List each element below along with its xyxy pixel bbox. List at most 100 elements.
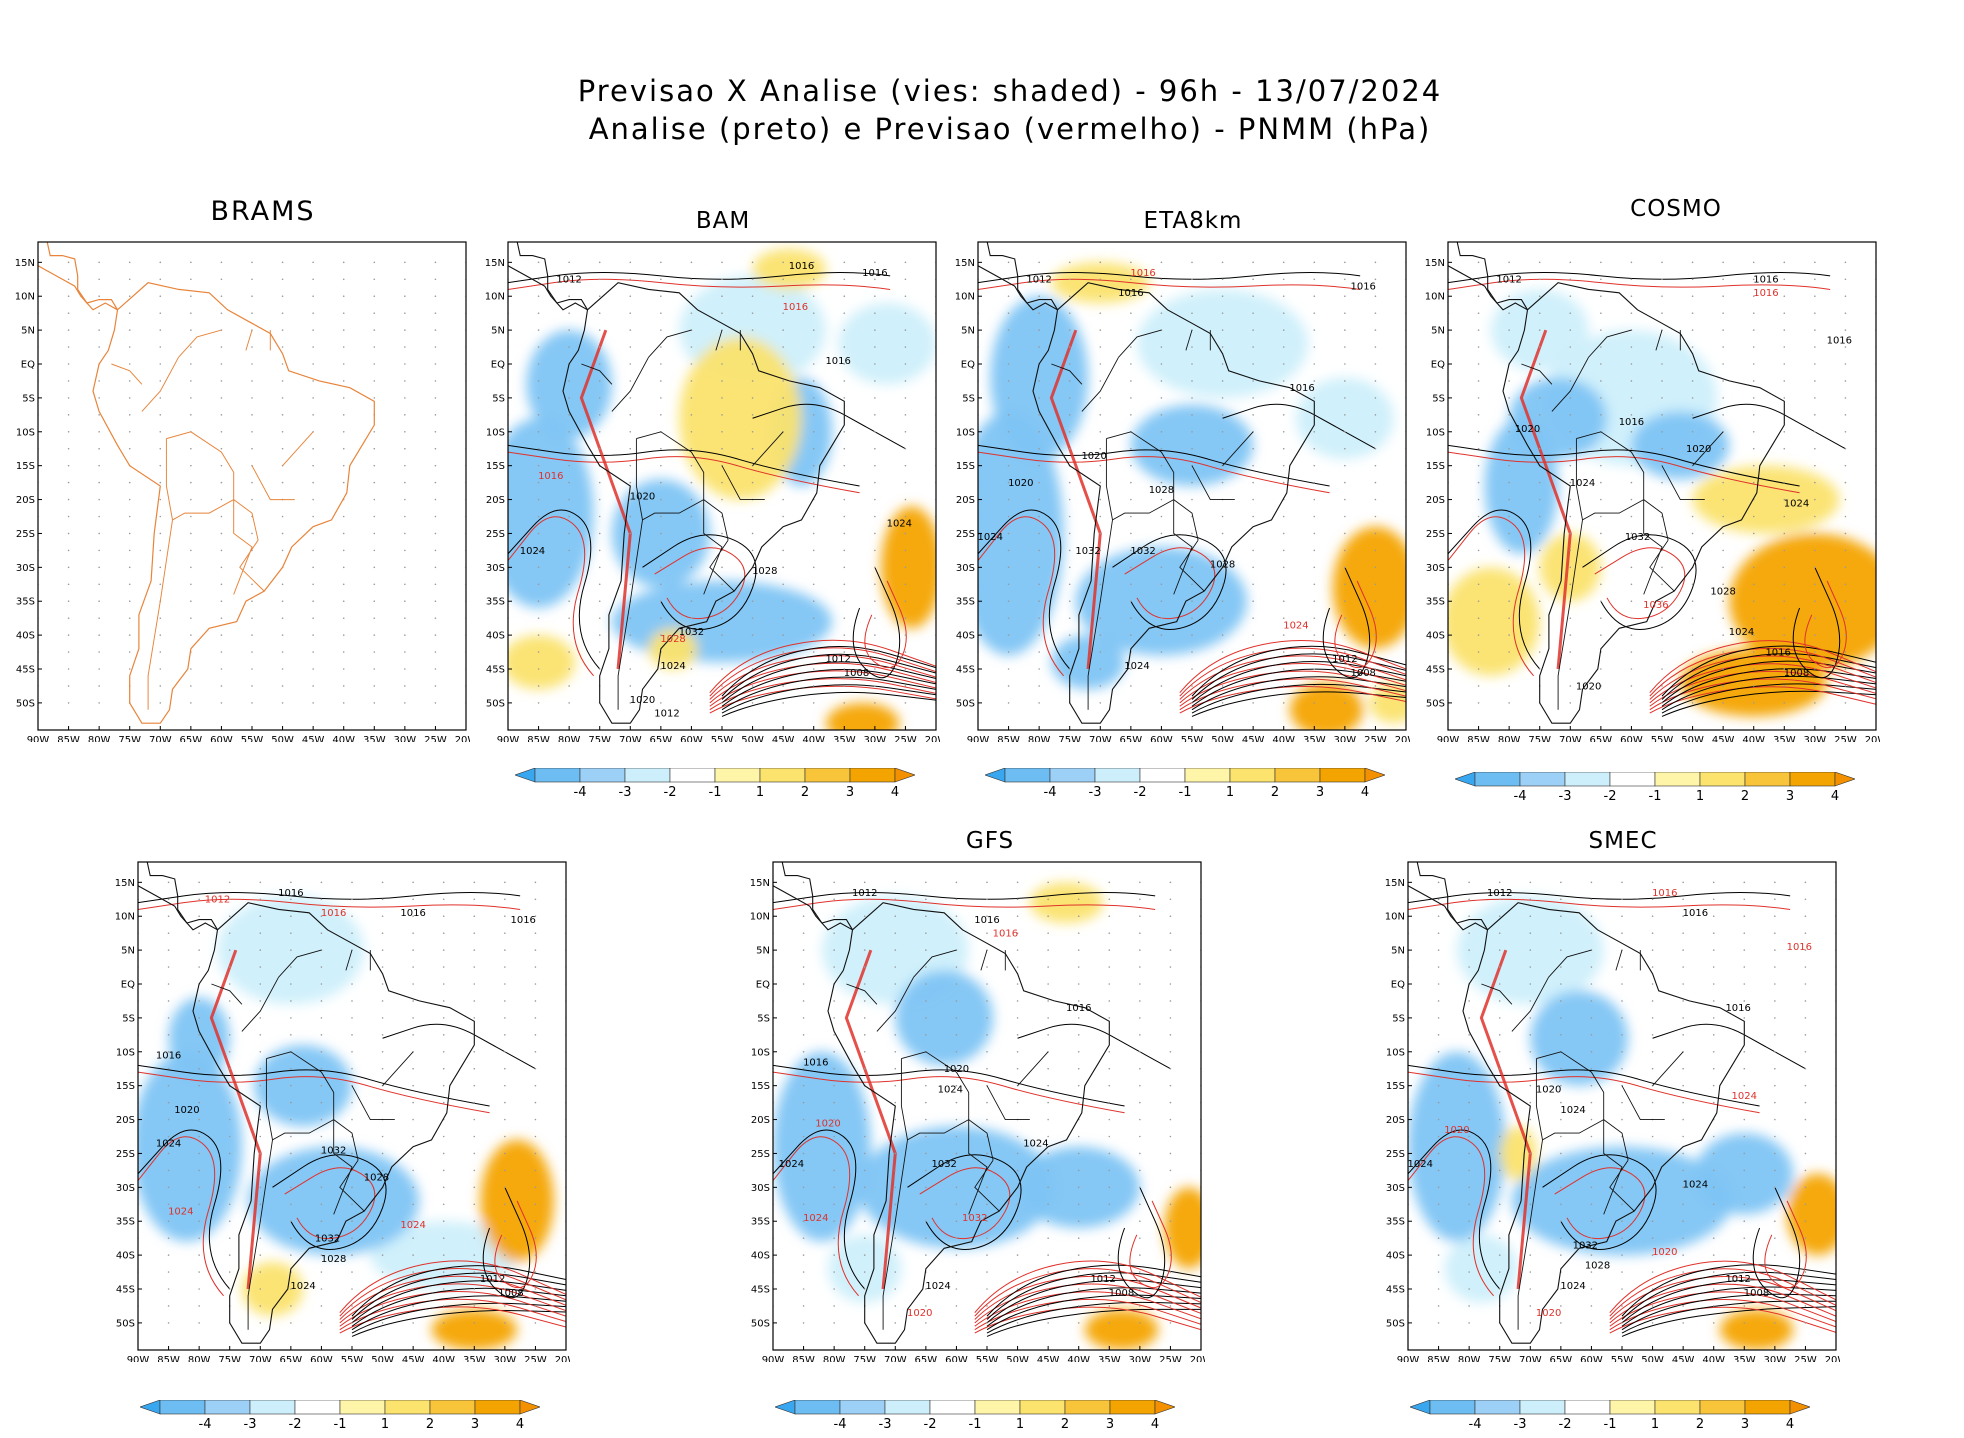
isobar-label: 1012 xyxy=(1026,275,1051,286)
lat-tick-label: 10N xyxy=(955,292,975,303)
isobar-label: 1028 xyxy=(1210,559,1235,570)
colorbar-tick-label: -3 xyxy=(1559,789,1572,804)
panel-title-bam: BAM xyxy=(695,208,751,234)
isobar-line xyxy=(1621,1300,1836,1334)
isobar-line xyxy=(974,1268,1201,1317)
isobar-label: 1032 xyxy=(1573,1240,1598,1251)
colorbar-tick-label: -4 xyxy=(1469,1417,1482,1432)
panel-title-brams: BRAMS xyxy=(210,196,316,227)
grid-dots xyxy=(508,261,936,704)
colorbar-tick-label: 3 xyxy=(1316,785,1324,800)
colorbar-segment xyxy=(1564,771,1611,787)
colorbar-segment xyxy=(1654,1399,1701,1415)
colorbar-segment xyxy=(294,1399,341,1415)
isobar-line xyxy=(508,451,860,494)
lon-tick-label: 75W xyxy=(218,1355,241,1362)
colorbar-segment xyxy=(384,1399,431,1415)
colorbar-segment xyxy=(1744,771,1791,787)
isobar-line xyxy=(1752,1187,1801,1299)
isobar-line xyxy=(1621,1286,1836,1327)
lat-tick-label: 20S xyxy=(1386,1115,1405,1126)
isobar-line xyxy=(1649,655,1876,700)
isobar-label: 1032 xyxy=(931,1159,956,1170)
colorbar-tick-label: 3 xyxy=(1106,1417,1114,1432)
isobar-line xyxy=(382,1023,536,1070)
isobar-label: 1016 xyxy=(789,261,814,272)
lon-tick-label: 50W xyxy=(1681,735,1704,742)
isobar-line xyxy=(1448,451,1800,494)
isobar-label: 1024 xyxy=(803,1213,828,1224)
lon-tick-label: 50W xyxy=(1641,1355,1664,1362)
isobar-label: 1028 xyxy=(752,566,777,577)
bias-shading xyxy=(248,1146,420,1256)
isobar-label: 1012 xyxy=(825,654,850,665)
lon-tick-label: 45W xyxy=(402,1355,425,1362)
colorbar-tick-label: -4 xyxy=(574,785,587,800)
isobar-line xyxy=(1448,509,1541,670)
bias-shading xyxy=(679,336,802,500)
colorbar-tick-label: 4 xyxy=(516,1417,524,1432)
map-svg-bam: 1012 1016 1016 1016 1016 1016 1020 1024 1024 1028… xyxy=(485,241,940,742)
isobar-line xyxy=(1191,691,1406,717)
lon-tick-label: 35W xyxy=(1303,735,1326,742)
lon-tick-label: 25W xyxy=(894,735,917,742)
lon-tick-label: 25W xyxy=(1794,1355,1817,1362)
lon-tick-label: 70W xyxy=(619,735,642,742)
lon-tick-label: 40W xyxy=(1067,1355,1090,1362)
lat-tick-label: 10S xyxy=(751,1047,770,1058)
isobar-line xyxy=(339,1298,566,1331)
bias-shading xyxy=(1631,411,1730,480)
colorbar-segment xyxy=(1519,1399,1566,1415)
colorbar-tick-label: -3 xyxy=(244,1417,257,1432)
isobar-label: 1032 xyxy=(679,627,704,638)
colorbar-segment xyxy=(1564,1399,1611,1415)
isobar-label: 1016 xyxy=(862,268,887,279)
colorbar-tick-label: 2 xyxy=(801,785,809,800)
bias-shading xyxy=(138,1051,242,1242)
lon-tick-label: 80W xyxy=(1028,735,1051,742)
isobar-line xyxy=(721,676,936,711)
bias-shading xyxy=(1719,1309,1794,1350)
lat-tick-label: EQ xyxy=(121,980,135,991)
isobar-line xyxy=(974,1306,1201,1334)
isobar-label: 1016 xyxy=(1118,288,1143,299)
lon-tick-label: 20W xyxy=(1865,735,1880,742)
lon-tick-label: 45W xyxy=(772,735,795,742)
isobar-label: 1028 xyxy=(321,1254,346,1265)
lat-tick-label: 45S xyxy=(1386,1285,1405,1296)
colorbar-segment xyxy=(624,767,671,783)
bias-shading xyxy=(1408,1051,1506,1242)
lon-tick-label: 65W xyxy=(915,1355,938,1362)
bias-shading xyxy=(508,418,594,608)
colorbar-segment xyxy=(1654,771,1701,787)
bias-shading xyxy=(1289,682,1364,730)
isobar-label: 1008 xyxy=(1350,668,1375,679)
isobar-label: 1036 xyxy=(1643,600,1668,611)
lon-tick-label: 35W xyxy=(463,1355,486,1362)
lat-tick-label: 45S xyxy=(16,665,35,676)
isobar-label: 1016 xyxy=(321,908,346,919)
colorbar-segment xyxy=(1094,767,1141,783)
isobar-line xyxy=(1408,898,1791,910)
isobar-label: 1024 xyxy=(660,661,685,672)
isobar-line xyxy=(1609,1306,1836,1334)
lat-tick-label: 20S xyxy=(486,495,505,506)
isobar-label: 1032 xyxy=(1625,532,1650,543)
bias-shading xyxy=(168,997,230,1079)
colorbar-tick-label: 1 xyxy=(1016,1417,1024,1432)
lon-tick-label: 85W xyxy=(157,1355,180,1362)
coastline xyxy=(508,242,845,724)
colorbar-tick-label: -1 xyxy=(1649,789,1662,804)
lon-tick-label: 30W xyxy=(494,1355,517,1362)
isobar-line xyxy=(1129,1200,1172,1289)
lat-tick-label: 45S xyxy=(751,1285,770,1296)
lat-tick-label: 5N xyxy=(21,326,35,337)
colorbar-segment xyxy=(1274,767,1321,783)
isobar-line xyxy=(986,1272,1201,1320)
lat-tick-label: 20S xyxy=(1426,495,1445,506)
isobar-label: 1024 xyxy=(400,1220,425,1231)
lat-tick-label: EQ xyxy=(961,360,975,371)
colorbar-tick-label: 2 xyxy=(1696,1417,1704,1432)
colorbar-segment xyxy=(1474,771,1521,787)
isobar-line xyxy=(1649,647,1876,697)
